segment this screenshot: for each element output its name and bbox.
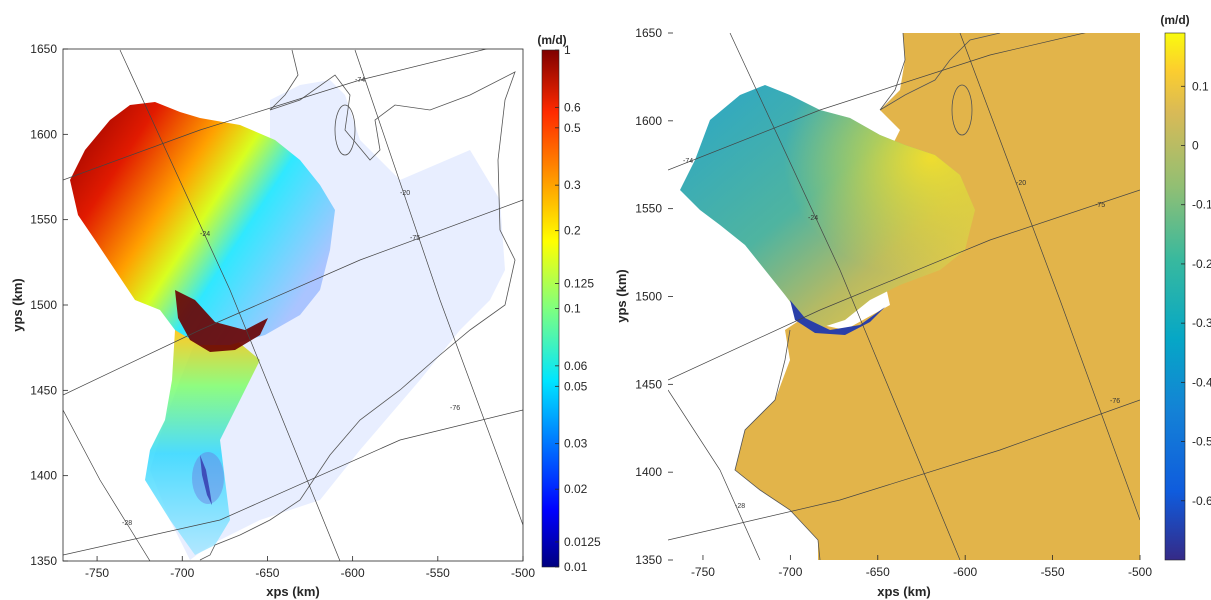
left-lat-label-1: -74 <box>355 77 365 84</box>
left-low-velocity-field <box>150 80 505 560</box>
right-y-axis-label: yps (km) <box>614 269 629 322</box>
right-x-axis-label: xps (km) <box>877 584 930 599</box>
left-colorbar-tick-label: 0.2 <box>564 224 581 238</box>
left-y-tick-label: 1550 <box>30 213 57 227</box>
left-y-axis-label: yps (km) <box>10 278 25 331</box>
right-shelf-highlight <box>680 85 975 328</box>
right-graticule-labels: -74 -75 -76 -28 -24 -20 <box>683 158 1120 510</box>
right-colorbar-tick-label: 0.1 <box>1192 79 1209 93</box>
left-x-tick-label: -500 <box>511 566 535 580</box>
right-y-tick-label: 1600 <box>635 114 662 128</box>
right-subplot: -74 -75 -76 -28 -24 -20 -750 -700 -650 -600… <box>614 13 1211 599</box>
left-x-axis-label: xps (km) <box>266 584 319 599</box>
right-map-content: -74 -75 -76 -28 -24 -20 <box>668 33 1140 560</box>
left-lower-field <box>145 330 260 555</box>
left-y-tick-label: 1400 <box>30 469 57 483</box>
right-lat-label-2: -75 <box>1095 202 1105 209</box>
right-graticule <box>668 33 1140 560</box>
left-x-tick-label: -750 <box>85 566 109 580</box>
left-x-tick-label: -700 <box>170 566 194 580</box>
right-y-tick-label: 1550 <box>635 202 662 216</box>
left-colorbar-tick-label: 0.125 <box>564 276 594 290</box>
left-colorbar-tick-label: 0.05 <box>564 379 588 393</box>
right-x-tick-label: -550 <box>1041 565 1065 579</box>
right-y-tick-label: 1350 <box>635 553 662 567</box>
right-y-tick-label: 1400 <box>635 465 662 479</box>
left-bottom-stream <box>200 455 212 505</box>
left-y-tick-label: 1350 <box>30 554 57 568</box>
right-y-ticks: 1350 1400 1450 1500 1550 1600 1650 <box>635 26 673 567</box>
left-y-tick-label: 1600 <box>30 127 57 141</box>
right-lat-label-3: -76 <box>1110 398 1120 405</box>
right-y-tick-label: 1500 <box>635 290 662 304</box>
right-y-tick-label: 1450 <box>635 377 662 391</box>
left-x-tick-label: -600 <box>341 566 365 580</box>
right-lon-label-1: -28 <box>735 503 745 510</box>
left-colorbar-tick-label: 0.02 <box>564 482 588 496</box>
left-island <box>334 104 356 156</box>
right-colorbar-ticks: 0.1 0 -0.1 -0.2 -0.3 -0.4 -0.5 -0.6 <box>1181 79 1211 508</box>
right-x-tick-label: -700 <box>778 565 802 579</box>
left-coastline <box>199 49 516 561</box>
left-x-ticks: -750 -700 -650 -600 -550 -500 <box>85 556 535 580</box>
left-colorbar-tick-label: 0.0125 <box>564 535 601 549</box>
right-colorbar-tick-label: -0.1 <box>1192 198 1211 212</box>
left-colorbar-tick-label: 1 <box>564 43 571 57</box>
left-colorbar-tick-label: 0.03 <box>564 437 588 451</box>
left-map-content: -74 -75 -76 -28 -24 -20 <box>63 49 523 561</box>
right-lon-label-3: -20 <box>1016 180 1026 187</box>
left-x-tick-label: -550 <box>426 566 450 580</box>
left-lat-label-3: -76 <box>450 405 460 412</box>
left-colorbar-tick-label: 0.01 <box>564 560 588 574</box>
right-lon-label-2: -24 <box>808 215 818 222</box>
left-graticule-labels: -74 -75 -76 -28 -24 -20 <box>122 77 460 527</box>
right-island <box>951 84 973 136</box>
right-colorbar-tick-label: -0.4 <box>1192 375 1211 389</box>
right-x-tick-label: -600 <box>953 565 977 579</box>
left-y-tick-label: 1500 <box>30 298 57 312</box>
left-y-ticks: 1350 1400 1450 1500 1550 1600 1650 <box>30 42 68 568</box>
right-colorbar-tick-label: -0.5 <box>1192 435 1211 449</box>
left-colorbar-ticks: 0.01 0.0125 0.02 0.03 0.05 0.06 0.1 0.125 0.2 0.3… <box>555 43 601 574</box>
right-x-tick-label: -500 <box>1128 565 1152 579</box>
left-graticule <box>63 49 523 561</box>
right-coastline <box>734 33 1001 560</box>
right-background-field <box>735 33 1140 560</box>
left-subplot: -74 -75 -76 -28 -24 -20 -750 -700 -650 -600… <box>10 33 601 599</box>
left-colorbar-unit: (m/d) <box>537 33 566 47</box>
right-x-tick-label: -750 <box>691 565 715 579</box>
right-shelf-front <box>790 300 885 335</box>
left-y-tick-label: 1450 <box>30 383 57 397</box>
right-colorbar-tick-label: -0.3 <box>1192 316 1211 330</box>
right-colorbar-tick-label: -0.6 <box>1192 494 1211 508</box>
left-colorbar-tick-label: 0.1 <box>564 302 581 316</box>
right-colorbar-tick-label: -0.2 <box>1192 257 1211 271</box>
right-y-tick-label: 1650 <box>635 26 662 40</box>
right-x-ticks: -750 -700 -650 -600 -550 -500 <box>691 555 1152 579</box>
right-x-tick-label: -650 <box>866 565 890 579</box>
left-colorbar-tick-label: 0.5 <box>564 121 581 135</box>
left-bottom-halo <box>192 452 224 504</box>
left-grounding-band <box>175 290 268 352</box>
left-x-tick-label: -650 <box>255 566 279 580</box>
left-fast-flow-field <box>70 102 335 345</box>
left-lon-label-2: -24 <box>200 231 210 238</box>
right-colorbar <box>1164 32 1186 561</box>
right-lat-label-1: -74 <box>683 158 693 165</box>
left-colorbar-tick-label: 0.06 <box>564 359 588 373</box>
left-lat-label-2: -75 <box>410 235 420 242</box>
left-colorbar-tick-label: 0.3 <box>564 178 581 192</box>
left-lon-label-3: -20 <box>400 190 410 197</box>
left-lon-label-1: -28 <box>122 520 132 527</box>
right-colorbar-unit: (m/d) <box>1160 13 1189 27</box>
right-colorbar-tick-label: 0 <box>1192 139 1199 153</box>
left-colorbar-tick-label: 0.6 <box>564 100 581 114</box>
left-y-tick-label: 1650 <box>30 42 57 56</box>
